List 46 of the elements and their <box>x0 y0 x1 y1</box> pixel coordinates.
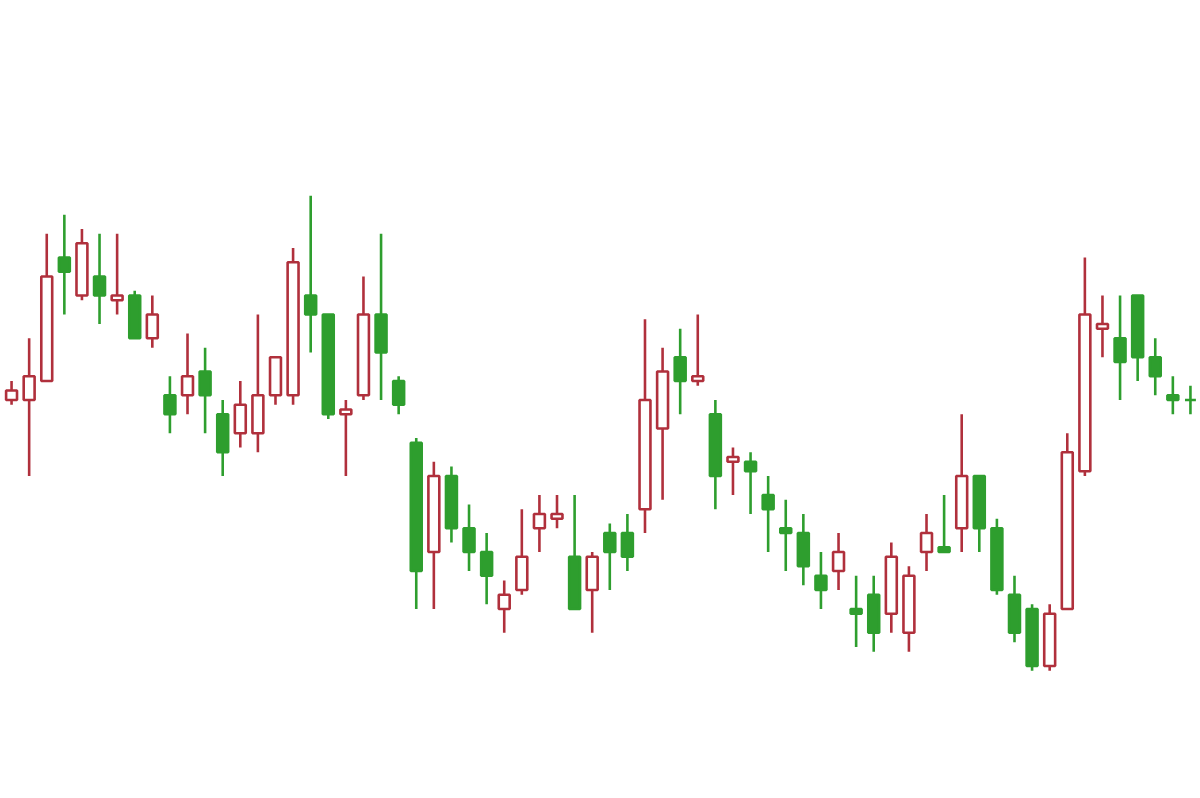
candlestick <box>515 507 529 597</box>
candlestick <box>1113 294 1127 402</box>
candlestick <box>1007 574 1022 644</box>
candlestick <box>497 579 511 635</box>
candlestick <box>761 474 775 554</box>
candlestick <box>603 522 617 592</box>
candlestick <box>92 232 107 326</box>
candlestick <box>233 379 248 449</box>
candlestick <box>550 493 564 530</box>
candlestick <box>726 446 740 497</box>
candlestick <box>303 194 318 354</box>
candlestick <box>919 512 934 573</box>
candlestick <box>251 313 265 454</box>
candlestick <box>796 512 811 587</box>
candlestick <box>215 398 230 478</box>
candlestick <box>4 379 19 407</box>
candlestick <box>814 550 828 611</box>
candlestick <box>673 327 687 416</box>
candlestick <box>585 550 599 635</box>
candlestick <box>866 574 881 654</box>
candlestick <box>268 355 283 407</box>
candlestick <box>779 498 793 573</box>
candlestick <box>1095 294 1110 359</box>
candlestick <box>1183 384 1198 416</box>
candlestick <box>163 374 177 435</box>
candlestick <box>462 503 476 573</box>
candlestick <box>849 574 863 649</box>
candlestick <box>532 493 547 554</box>
candlestick <box>145 294 160 350</box>
candlestick <box>691 313 705 388</box>
candlestick <box>180 332 195 416</box>
candlestick <box>22 336 36 478</box>
candlestick <box>479 531 494 606</box>
candlestick <box>198 346 212 435</box>
candlestick <box>1148 336 1163 397</box>
candlestick <box>1166 374 1180 416</box>
candlestick <box>391 374 406 416</box>
candlestick <box>127 289 142 340</box>
candlestick <box>831 531 846 592</box>
candlestick <box>110 232 124 316</box>
candlestick <box>339 398 353 478</box>
candlestick <box>374 232 388 402</box>
candlestick <box>57 213 72 316</box>
candlestick <box>937 493 951 554</box>
candlestick <box>743 450 758 516</box>
candlestick <box>620 512 635 573</box>
